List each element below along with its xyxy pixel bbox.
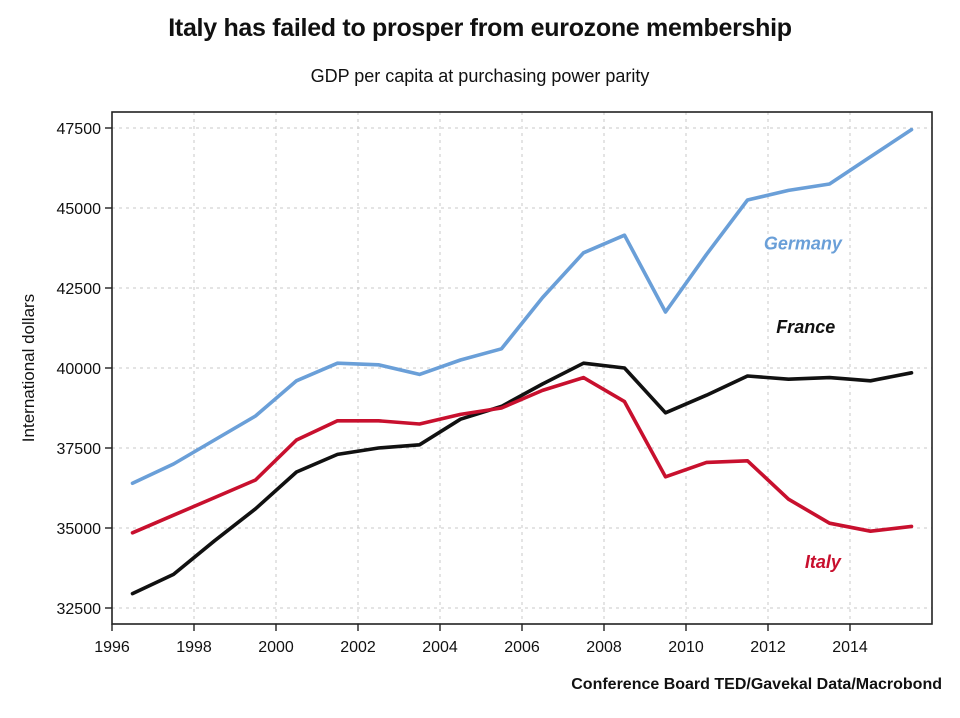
x-tick-label: 2008 <box>586 639 622 656</box>
x-tick-label: 2012 <box>750 639 786 656</box>
series-lines <box>130 127 914 596</box>
x-tick-label: 2006 <box>504 639 540 656</box>
y-tick-label: 45000 <box>57 201 102 218</box>
y-tick-label: 40000 <box>57 361 102 378</box>
series-labels: Germany France Italy <box>764 234 843 572</box>
x-tick-label: 2002 <box>340 639 376 656</box>
x-tick-label: 1998 <box>176 639 212 656</box>
source-note: Conference Board TED/Gavekal Data/Macrob… <box>571 676 942 693</box>
y-axis-label: International dollars <box>19 294 38 442</box>
x-tick-label: 2014 <box>832 639 868 656</box>
series-label-italy: Italy <box>805 552 842 572</box>
x-axis-ticks: 1996 1998 2000 2002 2004 2006 2008 2010 2012 2014 <box>94 624 868 656</box>
chart-title: Italy has failed to prosper from eurozon… <box>168 14 792 42</box>
y-axis-ticks: 32500 35000 37500 40000 42500 45000 47500 <box>57 121 112 618</box>
y-tick-label: 42500 <box>57 281 102 298</box>
x-tick-label: 2000 <box>258 639 294 656</box>
chart-subtitle: GDP per capita at purchasing power parit… <box>310 66 650 86</box>
series-label-france: France <box>776 317 835 337</box>
series-line-germany <box>130 127 914 486</box>
x-tick-label: 2004 <box>422 639 458 656</box>
y-tick-label: 35000 <box>57 521 102 538</box>
x-tick-label: 1996 <box>94 639 130 656</box>
x-tick-label: 2010 <box>668 639 704 656</box>
y-tick-label: 47500 <box>57 121 102 138</box>
y-tick-label: 37500 <box>57 441 102 458</box>
y-tick-label: 32500 <box>57 601 102 618</box>
series-label-germany: Germany <box>764 234 843 254</box>
series-line-italy <box>130 375 914 535</box>
series-line-france <box>130 361 914 596</box>
